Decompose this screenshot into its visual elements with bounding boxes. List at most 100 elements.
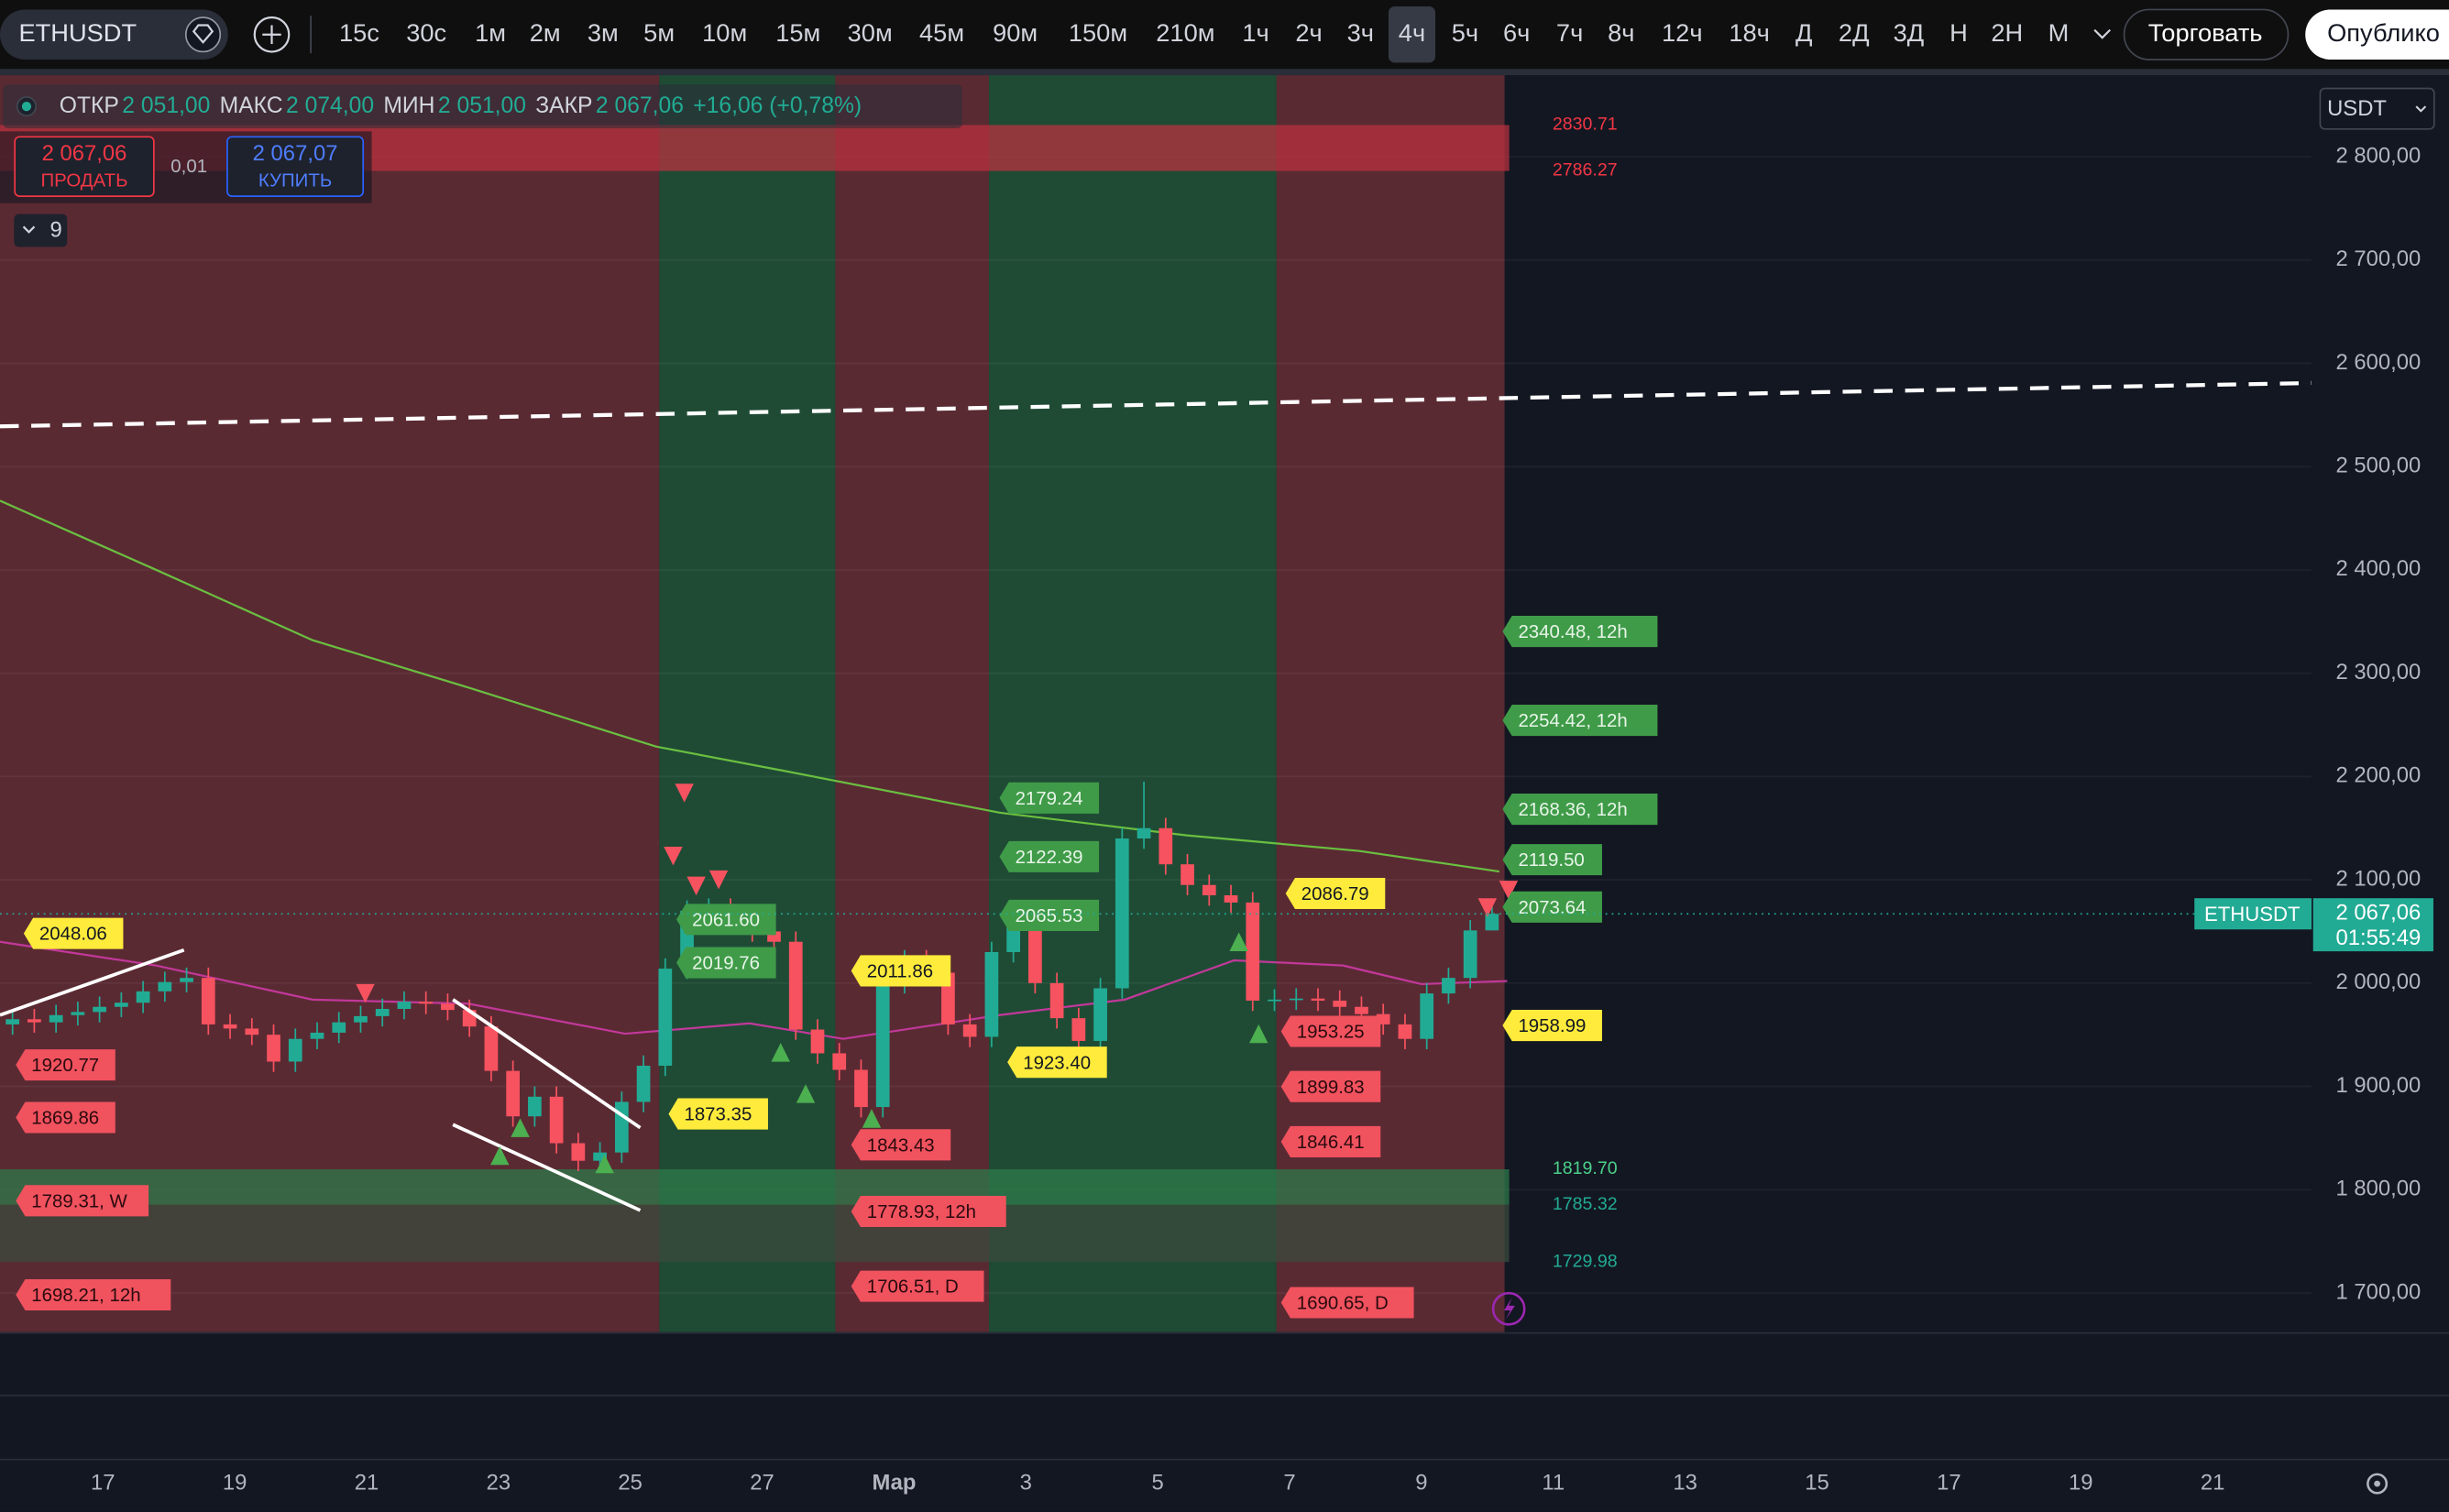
price-flag-shape [999,840,1100,872]
interval-button[interactable]: 1ч [1242,18,1268,47]
trade-label[interactable]: Торговать [2148,18,2263,47]
interval-button[interactable]: 30с [406,18,446,47]
interval-button[interactable]: 7ч [1556,18,1583,47]
alert-icon[interactable] [1491,1291,1526,1326]
interval-dropdown[interactable] [2093,28,2111,39]
price-flag-label: 1789.31, W [31,1190,127,1211]
indicators-toggle[interactable] [14,214,68,247]
lightning-glyph [1504,1298,1515,1320]
interval-button[interactable]: 3Д [1894,18,1925,47]
interval-button[interactable]: 210м [1156,18,1214,47]
interval-button[interactable]: 3м [588,18,619,47]
candle-body [310,1032,324,1039]
x-tick-label: 21 [355,1470,379,1495]
indicators-count[interactable]: 9 [50,218,62,243]
interval-button[interactable]: 45м [919,18,964,47]
low-value: 2 051,00 [438,93,526,118]
x-tick-label: 25 [618,1470,642,1495]
interval-button[interactable]: 2м [530,18,561,47]
sell-label[interactable]: ПРОДАТЬ [40,170,127,191]
interval-button[interactable]: Д [1796,18,1812,47]
price-flag: 2019.76 [676,947,776,979]
x-tick-label: 21 [2201,1470,2225,1495]
currency-label[interactable]: USDT [2327,96,2387,121]
interval-button[interactable]: 5ч [1452,18,1478,47]
interval-button[interactable]: 8ч [1608,18,1634,47]
level-box [0,1169,1510,1205]
buy-price[interactable]: 2 067,07 [253,141,338,166]
indicator-line [0,380,2312,429]
price-flag-shape [999,782,1100,814]
symbol-search[interactable] [0,9,228,60]
price-flag-label: 2254.42, 12h [1518,710,1627,731]
interval-button[interactable]: 2ч [1295,18,1322,47]
price-flag: 1923.40 [1007,1046,1107,1079]
interval-button[interactable]: 30м [848,18,893,47]
buy-signal [595,1154,614,1174]
interval-button[interactable]: 4ч [1399,18,1425,47]
candle-body [180,978,193,982]
interval-button[interactable]: 3ч [1347,18,1374,47]
candle-body [27,1019,41,1023]
price-flag-shape [851,1270,984,1302]
interval-button[interactable]: 2Д [1839,18,1870,47]
interval-button[interactable]: 12ч [1662,18,1703,47]
trendline [452,1123,642,1212]
candle-body [1028,926,1042,983]
interval-button[interactable]: 90м [993,18,1038,47]
interval-button[interactable]: 15с [339,18,379,47]
sell-signal [356,983,375,1003]
change-value: +16,06 (+0,78%) [693,93,862,118]
price-flag-shape [16,1049,115,1081]
price-flag-label: 2061.60 [692,909,760,930]
candle-body [875,982,890,1108]
interval-button[interactable]: 1м [475,18,506,47]
sell-button[interactable] [14,136,155,197]
interval-button[interactable]: Н [1949,18,1968,47]
close-value: 2 067,06 [596,93,684,118]
symbol-name[interactable]: ETHUSDT [18,18,137,47]
price-flag-label: 2086.79 [1301,883,1369,904]
price-flag-shape [1502,794,1658,826]
buy-button[interactable] [226,136,365,197]
price-flag-label: 1706.51, D [867,1276,959,1298]
last-price-label: 2 067,06 [2335,901,2421,926]
compare-button[interactable] [253,16,291,53]
toolbar-background [0,0,2449,70]
publish-button[interactable] [2305,9,2449,60]
x-tick-label: 23 [487,1470,511,1495]
price-flag: 2340.48, 12h [1502,615,1658,648]
settings-icon[interactable] [2367,1473,2389,1495]
buy-signal [511,1118,530,1137]
x-tick-label: 9 [1415,1470,1427,1495]
interval-button[interactable]: 15м [775,18,820,47]
price-flag-label: 2065.53 [1016,905,1083,926]
legend: ОТКР 2 051,00 МАКС 2 074,00 МИН 2 051,00 ЗАКР 2… [0,84,962,247]
favorite-icon[interactable] [184,16,222,53]
currency-select[interactable] [2319,87,2435,130]
trade-button[interactable] [2123,8,2290,60]
price-flag-shape [16,1185,149,1217]
level-box [0,1204,1510,1263]
signal-zone [989,75,1277,1332]
interval-button[interactable]: 6ч [1503,18,1530,47]
candle-body [288,1038,302,1062]
x-tick-label: 7 [1283,1470,1295,1495]
level-label: 2786.27 [1553,160,1618,181]
publish-label[interactable]: Опублико [2327,18,2440,47]
interval-button[interactable]: 5м [643,18,675,47]
buy-label[interactable]: КУПИТЬ [258,170,332,191]
interval-button[interactable]: 150м [1069,18,1127,47]
interval-button[interactable]: М [2048,18,2070,47]
plot-area: 2830.71 2786.27 1819.70 1785.32 1729.98 2048.… [0,75,2312,1332]
interval-button[interactable]: 2Н [1991,18,2023,47]
price-flag-label: 1698.21, 12h [31,1285,140,1306]
price-flag: 1873.35 [668,1098,768,1130]
sell-signal [675,783,694,803]
candle-body [549,1096,564,1144]
interval-button[interactable]: 18ч [1729,18,1770,47]
sell-price[interactable]: 2 067,06 [42,141,127,166]
interval-button[interactable]: 10м [702,18,747,47]
x-tick-label: 17 [1937,1470,1961,1495]
